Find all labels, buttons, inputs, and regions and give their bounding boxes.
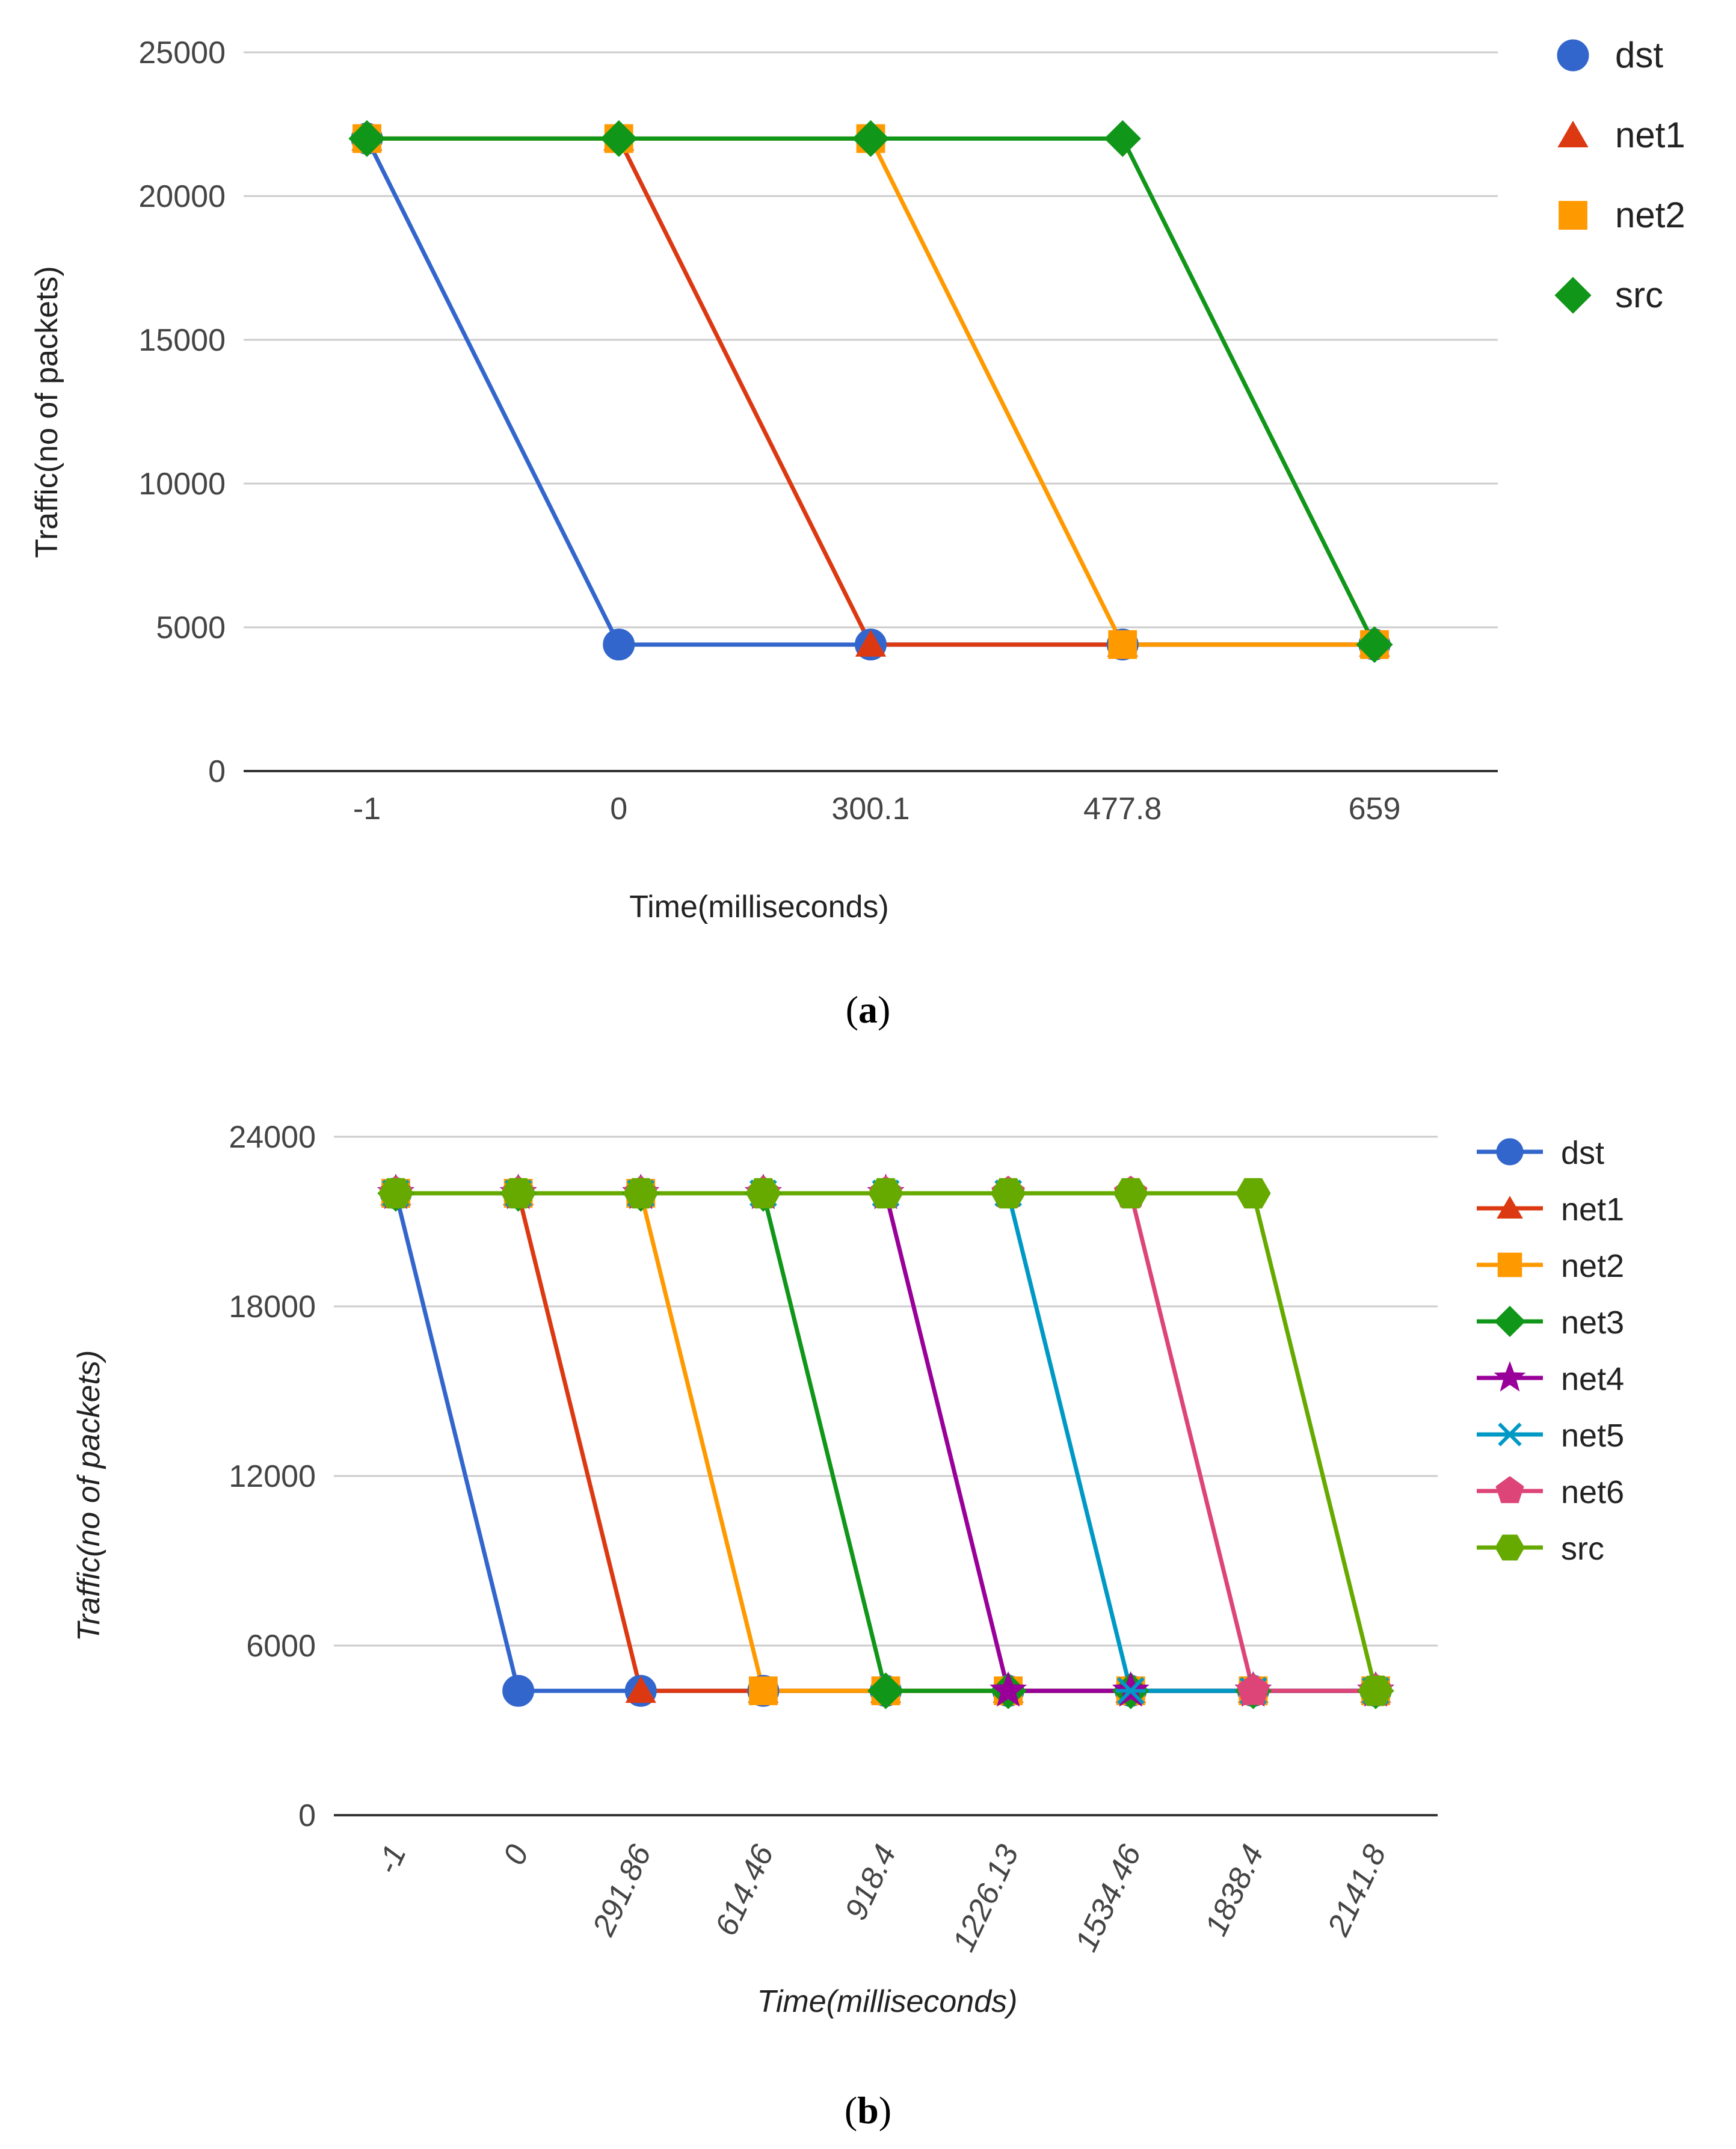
legend-marker-net4 (1494, 1361, 1526, 1392)
legend-marker-net6 (1495, 1476, 1524, 1504)
x-tick-label: 918.4 (839, 1840, 903, 1925)
legend-marker-net1 (1497, 1196, 1523, 1219)
legend-marker-net2 (1497, 1252, 1522, 1277)
data-point-src (1104, 120, 1141, 158)
data-point-net6 (1236, 1673, 1270, 1705)
legend-marker-net3 (1494, 1305, 1526, 1338)
x-tick-label: 0 (610, 792, 627, 826)
data-point-src (348, 120, 386, 158)
data-point-src (1236, 1178, 1271, 1209)
caption-a: (a) (846, 988, 891, 1031)
series-line-net2 (367, 136, 1374, 647)
data-point-net2 (1108, 630, 1137, 659)
legend-label-dst: dst (1615, 35, 1663, 75)
x-tick-label: 291.86 (586, 1839, 658, 1941)
legend-label-net2: net2 (1615, 195, 1685, 235)
data-point-src (1358, 1675, 1394, 1706)
data-point-net3 (867, 1672, 905, 1709)
x-tick-label: 2141.8 (1321, 1839, 1393, 1941)
legend-label-dst: dst (1561, 1135, 1604, 1171)
data-point-dst (603, 629, 635, 661)
legend-label-src: src (1615, 275, 1663, 315)
y-tick-label: 12000 (229, 1459, 316, 1494)
data-point-src (378, 1178, 414, 1209)
x-tick-label: 1226.13 (946, 1839, 1026, 1957)
y-tick-label: 20000 (138, 179, 226, 214)
legend-label-net2: net2 (1561, 1248, 1624, 1284)
legend-marker-net5 (1497, 1422, 1523, 1447)
x-tick-label: 614.46 (709, 1839, 781, 1941)
y-axis-title: Traffic(no of packets) (72, 1350, 106, 1642)
data-point-src (852, 120, 890, 158)
series-line-net6 (396, 1191, 1376, 1693)
x-tick-label: -1 (353, 792, 381, 826)
x-tick-label: 0 (497, 1839, 536, 1870)
data-point-src (1356, 626, 1393, 663)
y-tick-label: 18000 (229, 1290, 316, 1324)
x-axis-title: Time(milliseconds) (629, 890, 888, 924)
series-line-dst (393, 1193, 1376, 1693)
legend-marker-dst (1557, 39, 1589, 72)
legend-label-src: src (1561, 1531, 1604, 1567)
data-point-dst (502, 1674, 535, 1707)
legend-label-net6: net6 (1561, 1474, 1624, 1510)
data-point-src (500, 1178, 536, 1209)
y-tick-label: 0 (298, 1798, 316, 1833)
y-tick-label: 25000 (138, 35, 226, 70)
legend-marker-net2 (1559, 201, 1587, 230)
caption-b: (b) (845, 2089, 891, 2132)
chart-a: 0 5000 10000 15000 20000 25000 -1 0 300.1 477.8 65… (29, 35, 1685, 924)
x-tick-label: 1534.46 (1069, 1839, 1148, 1957)
x-tick-label: -1 (370, 1840, 413, 1880)
legend-marker-src (1554, 277, 1592, 314)
y-tick-label: 0 (208, 754, 226, 789)
legend-label-net4: net4 (1561, 1361, 1624, 1397)
data-point-src (600, 120, 638, 158)
data-point-src (868, 1178, 903, 1209)
series-line-net1 (396, 1191, 1376, 1693)
y-tick-label: 10000 (138, 467, 226, 502)
series-line-net2 (396, 1191, 1376, 1693)
legend-marker-src (1495, 1534, 1525, 1561)
legend-label-net1: net1 (1561, 1191, 1624, 1228)
data-point-net5 (1115, 1677, 1146, 1705)
series-line-net1 (367, 136, 1374, 647)
series-line-src (396, 1191, 1378, 1692)
data-point-src (745, 1178, 781, 1209)
data-point-net1 (855, 630, 887, 657)
data-point-src (623, 1178, 659, 1209)
data-point-src (990, 1178, 1026, 1209)
y-tick-label: 5000 (156, 610, 226, 645)
series-line-src (367, 136, 1377, 646)
legend-marker-net1 (1557, 120, 1589, 147)
data-point-net2 (748, 1676, 778, 1706)
x-axis-title: Time(milliseconds) (757, 1984, 1018, 2019)
x-tick-label: 300.1 (831, 792, 910, 826)
series-line-net5 (396, 1191, 1376, 1693)
x-tick-label: 659 (1349, 792, 1401, 826)
y-tick-label: 6000 (246, 1629, 316, 1664)
legend-label-net1: net1 (1615, 115, 1685, 155)
series-line-dst (365, 137, 1374, 647)
y-tick-label: 24000 (229, 1120, 316, 1155)
series-line-net3 (396, 1191, 1376, 1693)
data-point-net4 (990, 1671, 1027, 1707)
chart-b: 0 6000 12000 18000 24000 -1 0 291.86 614.46 918.4… (72, 1120, 1624, 2019)
legend-marker-dst (1496, 1138, 1524, 1166)
y-axis-title: Traffic(no of packets) (29, 266, 64, 558)
data-point-src (1113, 1178, 1148, 1209)
data-point-net1 (625, 1676, 656, 1703)
y-tick-label: 15000 (138, 323, 226, 358)
x-tick-label: 477.8 (1083, 792, 1162, 826)
legend-label-net3: net3 (1561, 1305, 1624, 1341)
legend-label-net5: net5 (1561, 1418, 1624, 1454)
series-line-net4 (396, 1191, 1376, 1693)
x-tick-label: 1838.4 (1198, 1840, 1270, 1941)
